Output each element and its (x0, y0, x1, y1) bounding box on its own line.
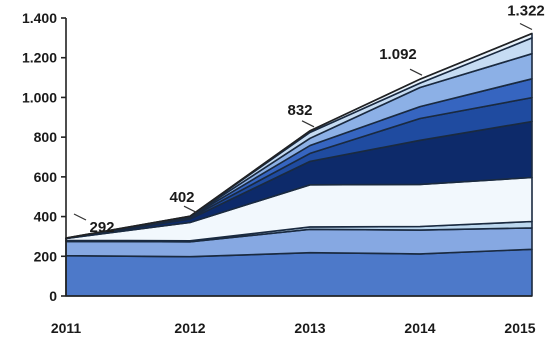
total-leader-line (73, 213, 87, 221)
y-tick-label: 600 (34, 169, 58, 185)
x-tick-label: 2012 (174, 320, 205, 336)
x-tick-label: 2014 (404, 320, 435, 336)
x-axis-ticks: 2011 2012 2013 2014 2015 (51, 320, 536, 336)
y-tick-label: 200 (34, 248, 58, 264)
total-leader-line (409, 68, 423, 76)
x-tick-label: 2013 (294, 320, 325, 336)
y-tick-label: 1.400 (22, 10, 57, 26)
total-label: 292 (89, 219, 114, 236)
total-label: 1.092 (379, 46, 417, 63)
y-axis-ticks: 0 200 400 600 800 1.000 1.200 1.400 (22, 10, 66, 304)
total-leader-line (301, 120, 315, 128)
y-tick-label: 0 (49, 288, 57, 304)
x-tick-label: 2011 (51, 320, 82, 336)
total-outline (65, 32, 533, 239)
total-label: 402 (169, 189, 194, 206)
y-tick-label: 1.200 (22, 50, 57, 66)
area-series-group (65, 32, 533, 297)
total-label: 832 (287, 102, 312, 119)
y-tick-label: 400 (34, 209, 58, 225)
y-tick-label: 1.000 (22, 89, 57, 105)
total-leader-line (519, 22, 533, 31)
total-leader-line (183, 205, 197, 213)
y-tick-label: 800 (34, 129, 58, 145)
total-label: 1.322 (507, 2, 545, 19)
x-tick-label: 2015 (504, 320, 535, 336)
total-labels: 292 402 832 1.092 1.322 (89, 2, 544, 236)
total-leader-lines (73, 22, 533, 221)
